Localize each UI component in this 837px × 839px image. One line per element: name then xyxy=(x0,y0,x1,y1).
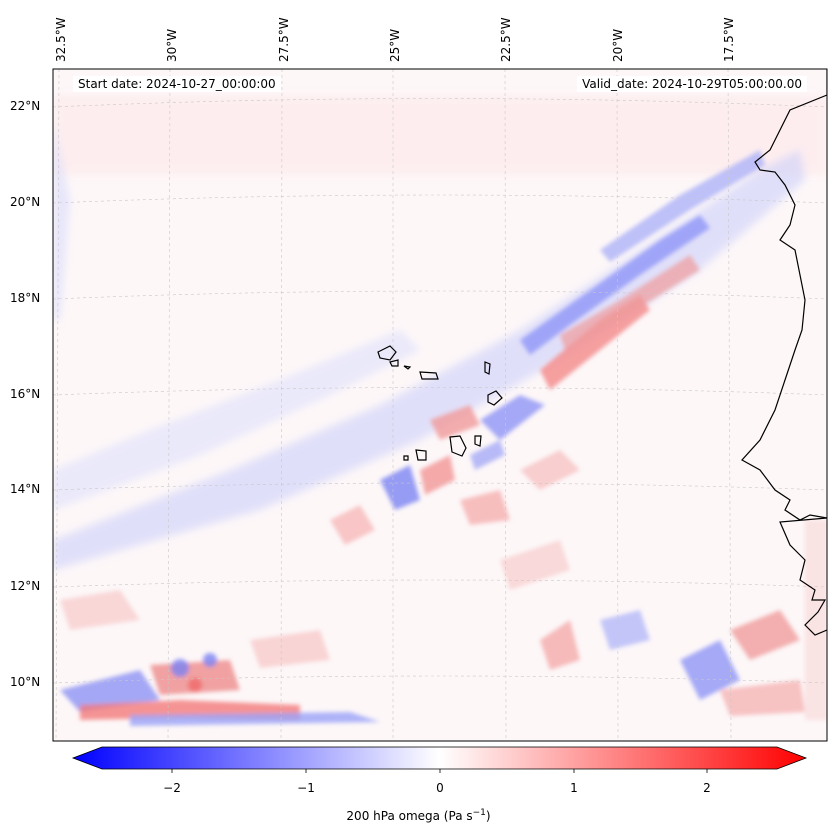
colorbar-label-sup: −1 xyxy=(472,808,486,818)
omega-field xyxy=(53,69,827,741)
colorbar-tick-1: 1 xyxy=(570,781,578,795)
lat-label-12n: 12°N xyxy=(10,579,41,593)
colorbar-tick-0: 0 xyxy=(436,781,444,795)
colorbar-tick-minus-2: −2 xyxy=(163,781,181,795)
valid-date-label: Valid_date: 2024-10-29T05:00:00.00 xyxy=(577,76,807,92)
colorbar-tick-minus-1: −1 xyxy=(297,781,315,795)
lon-label-17-5w: 17.5°W xyxy=(722,17,736,62)
lon-label-25w: 25°W xyxy=(388,28,402,62)
lat-label-14n: 14°N xyxy=(10,482,41,496)
african-coastline-south xyxy=(779,517,827,636)
map-gridlines xyxy=(53,69,827,741)
lon-label-20w: 20°W xyxy=(611,28,625,62)
lon-label-30w: 30°W xyxy=(165,28,179,62)
map-frame xyxy=(52,68,828,742)
african-coastline xyxy=(741,69,827,521)
colorbar-tick-2: 2 xyxy=(703,781,711,795)
cape-verde-islands xyxy=(377,345,503,461)
lat-label-16n: 16°N xyxy=(10,387,41,401)
lat-label-18n: 18°N xyxy=(10,291,41,305)
lon-label-27-5w: 27.5°W xyxy=(277,17,291,62)
lat-label-20n: 20°N xyxy=(10,195,41,209)
lat-label-10n: 10°N xyxy=(10,675,41,689)
lon-label-32-5w: 32.5°W xyxy=(54,17,68,62)
start-date-label: Start date: 2024-10-27_00:00:00 xyxy=(73,76,281,92)
lat-label-22n: 22°N xyxy=(10,99,41,113)
colorbar-label: 200 hPa omega (Pa s−1) xyxy=(0,808,837,823)
colorbar-label-text: 200 hPa omega (Pa s xyxy=(346,809,473,823)
lon-label-22-5w: 22.5°W xyxy=(499,17,513,62)
colorbar-label-end: ) xyxy=(485,809,491,823)
colorbar xyxy=(71,746,808,773)
